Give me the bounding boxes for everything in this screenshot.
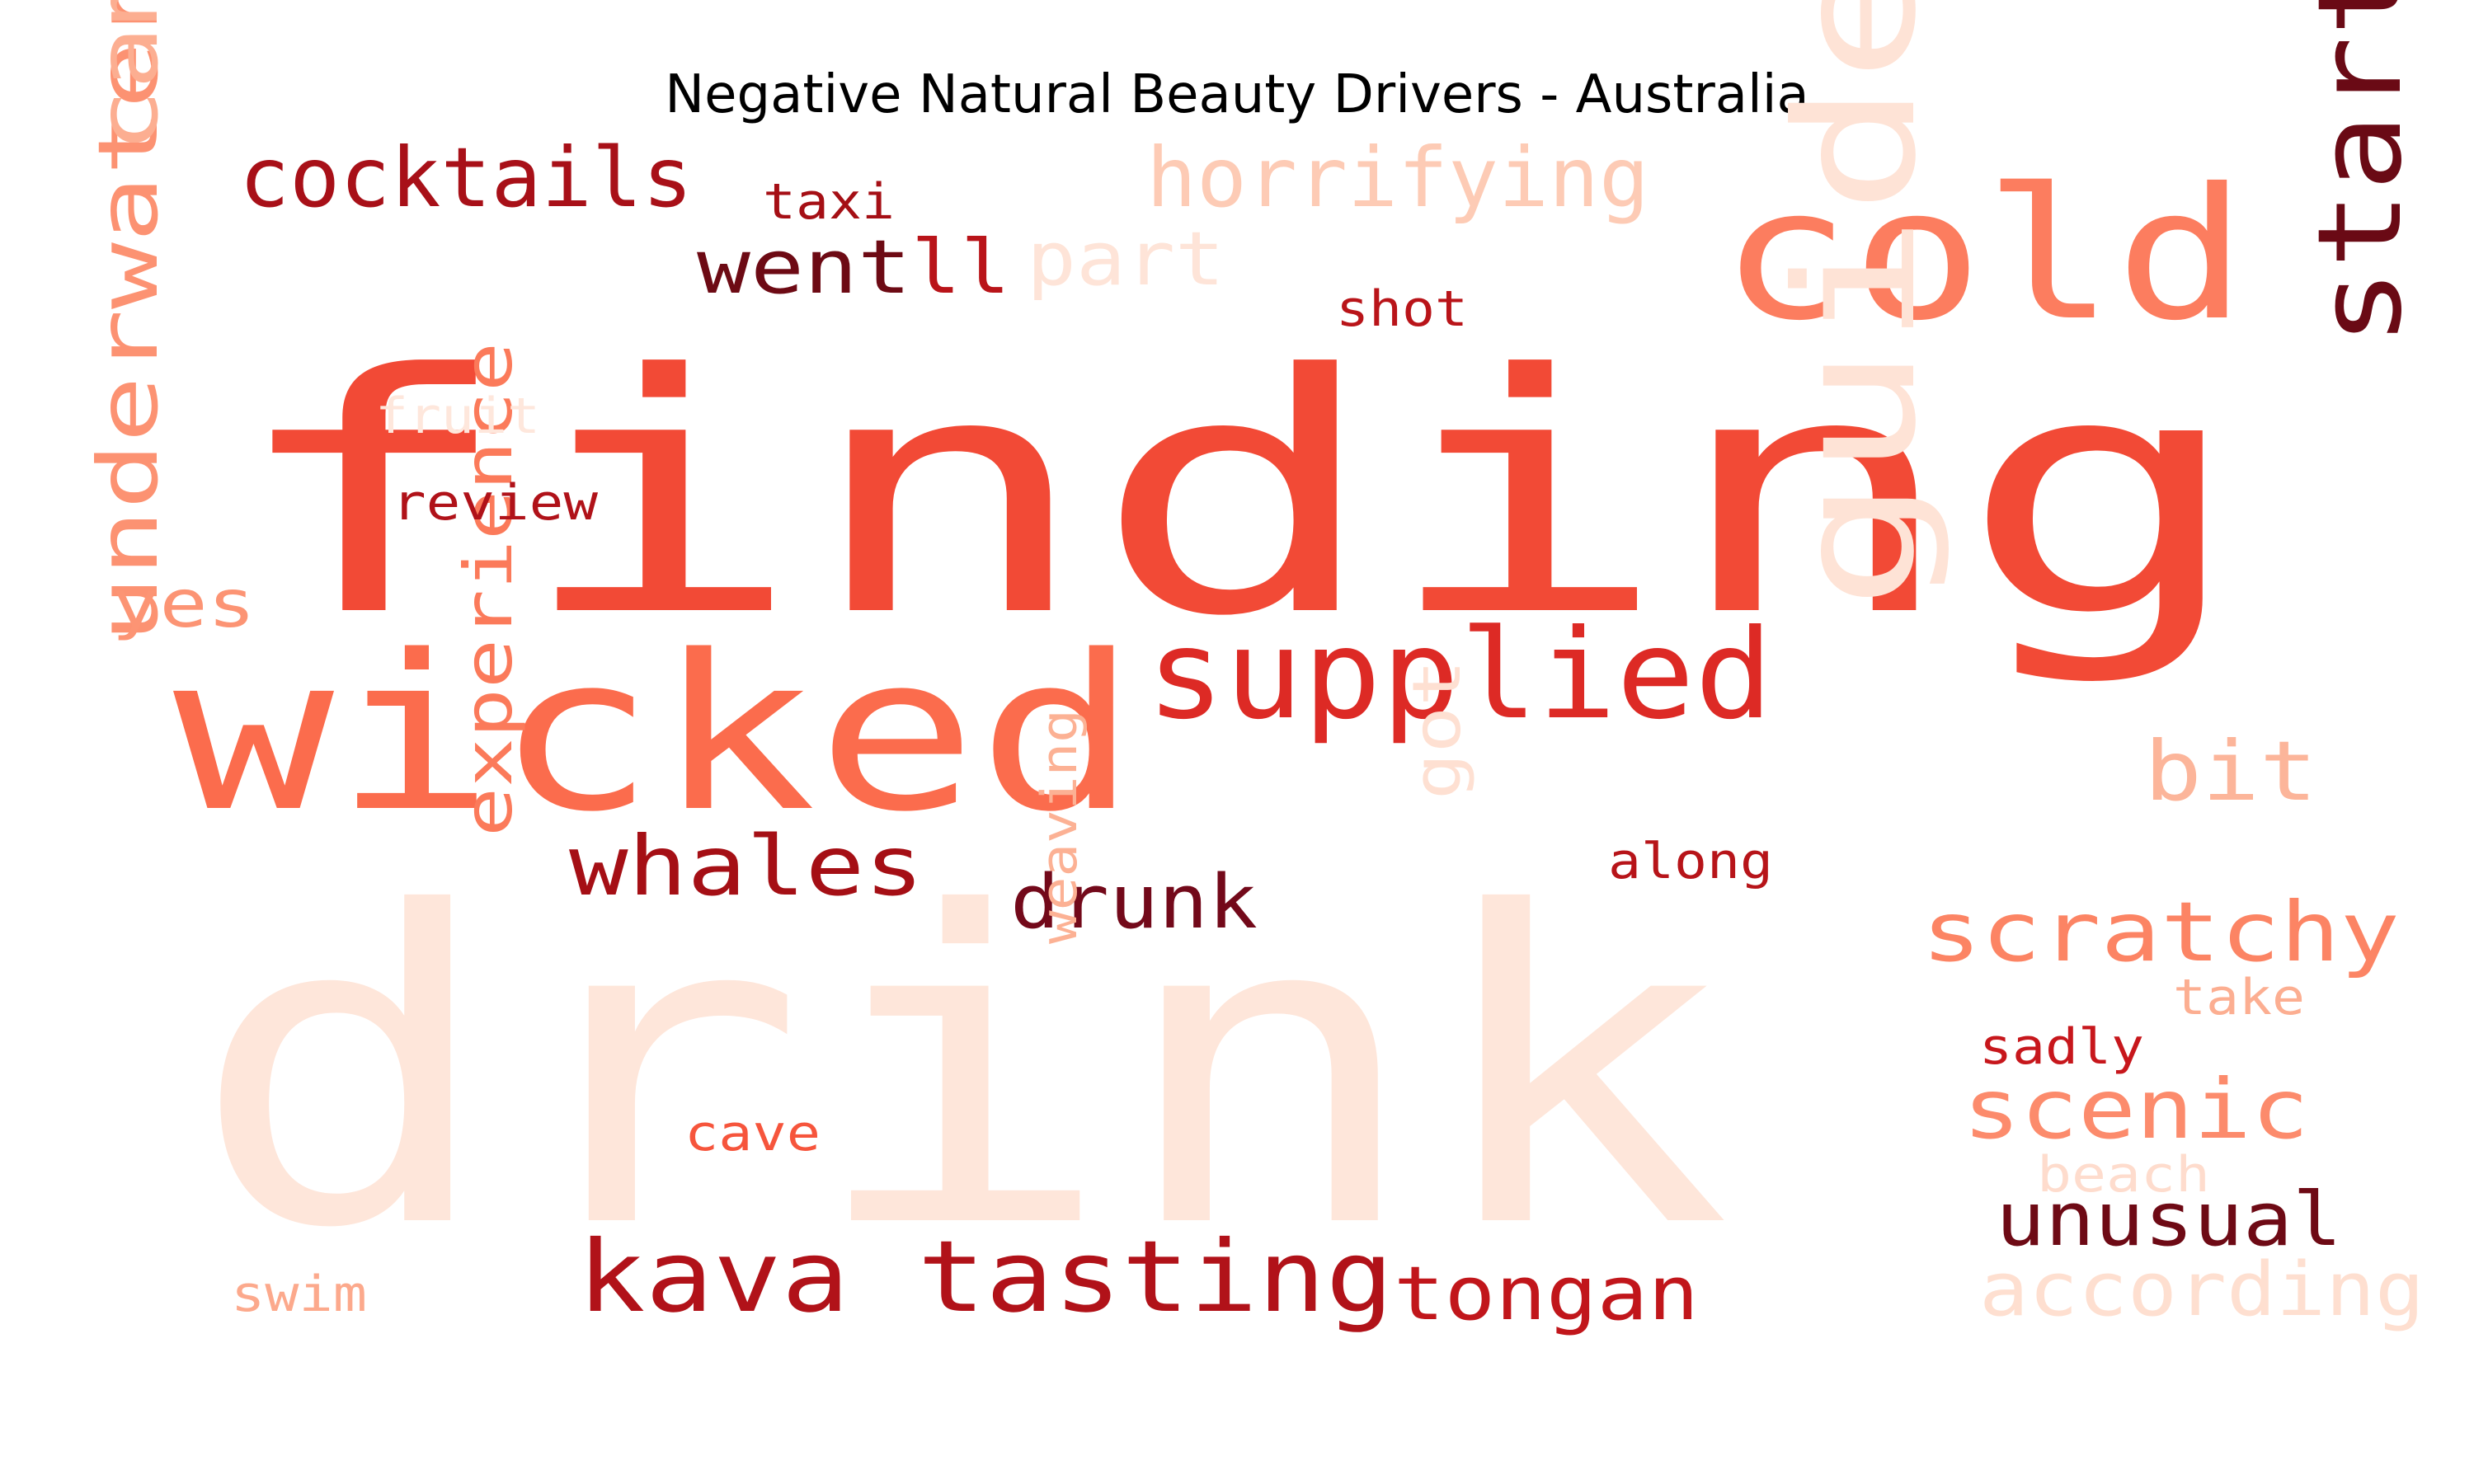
word-horrifying: horrifying xyxy=(1146,129,1649,226)
word-scenic: scenic xyxy=(1963,1061,2309,1158)
word-shot: shot xyxy=(1336,280,1468,338)
word-cave: cave xyxy=(684,1105,821,1162)
word-bit: bit xyxy=(2144,723,2317,819)
word-wicked: wicked xyxy=(173,610,1138,859)
word-cocktails: cocktails xyxy=(239,129,693,226)
word-guide: guide xyxy=(1761,0,1953,610)
word-according: according xyxy=(1979,1247,2425,1333)
word-went: went xyxy=(697,224,911,311)
word-ll: ll xyxy=(911,224,1010,311)
word-cold: cold xyxy=(1719,149,2247,360)
word-tongan: tongan xyxy=(1394,1251,1699,1337)
word-yes: yes xyxy=(111,566,256,642)
word-review: review xyxy=(392,474,599,532)
word-scratchy: scratchy xyxy=(1921,884,2400,980)
word-taxi: taxi xyxy=(763,173,895,231)
chart-title: Negative Natural Beauty Drivers - Austra… xyxy=(665,64,1809,125)
word-whales: whales xyxy=(569,818,924,914)
word-kava-tasting: kava tasting xyxy=(577,1220,1394,1335)
word-along: along xyxy=(1608,833,1773,890)
word-sadly: sadly xyxy=(1979,1018,2144,1076)
word-unusual: unusual xyxy=(1996,1176,2342,1263)
word-got: got xyxy=(1399,660,1475,800)
word-supplied: supplied xyxy=(1146,603,1773,747)
word-take: take xyxy=(2173,969,2305,1026)
word-experience: experience xyxy=(450,342,527,837)
word-start: start xyxy=(2293,0,2428,346)
word-camera: camera xyxy=(80,0,176,153)
word-part: part xyxy=(1027,216,1225,303)
word-fruit: fruit xyxy=(375,387,540,445)
word-beach: beach xyxy=(2037,1146,2210,1204)
word-drunk: drunk xyxy=(1010,859,1258,946)
word-finding: finding xyxy=(227,305,2247,688)
word-drink: drink xyxy=(190,822,1732,1322)
word-swim: swim xyxy=(231,1266,367,1323)
word-underwater: underwater xyxy=(80,0,176,643)
word-weaving: weaving xyxy=(1031,709,1089,944)
